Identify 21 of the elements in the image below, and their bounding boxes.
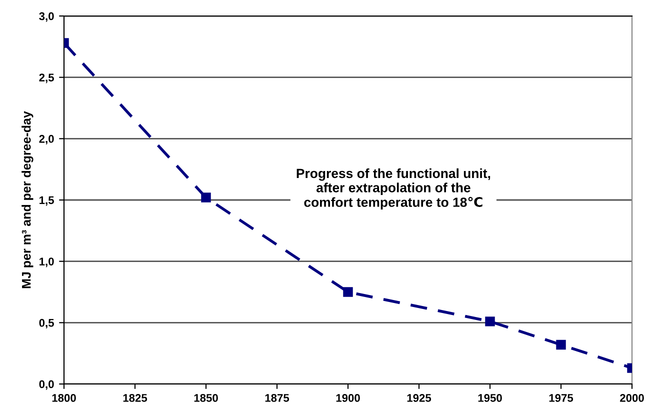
y-tick-label: 2,0: [39, 134, 54, 144]
point: [485, 316, 495, 326]
x-tick-label: 1900: [336, 394, 360, 402]
y-tick-label: 3,0: [39, 12, 54, 22]
y-tick-label: 1,5: [40, 196, 54, 206]
y-tick-label: 0,5: [39, 318, 54, 328]
point: [201, 192, 211, 202]
x-tick-label: 1800: [52, 394, 76, 402]
x-tick-label: 1850: [194, 394, 218, 402]
x-tick-label: 1875: [265, 394, 290, 402]
y-tick-label: 0,0: [39, 380, 54, 390]
x-tick-label: 1950: [478, 394, 502, 402]
x-tick-label: 1825: [123, 394, 148, 402]
x-tick-label: 2000: [620, 394, 644, 402]
y-axis-title: MJ per m³ and per degree-day: [22, 111, 34, 288]
x-tick-label: 1975: [549, 394, 574, 402]
y-tick-label: 1,0: [40, 258, 54, 268]
annotation: Progress of the functional unit, after extrapolation of the comfort temperature to 18℃: [296, 168, 490, 210]
point: [343, 287, 353, 297]
x-tick-label: 1925: [407, 394, 432, 402]
y-tick-label: 2,5: [39, 74, 54, 84]
